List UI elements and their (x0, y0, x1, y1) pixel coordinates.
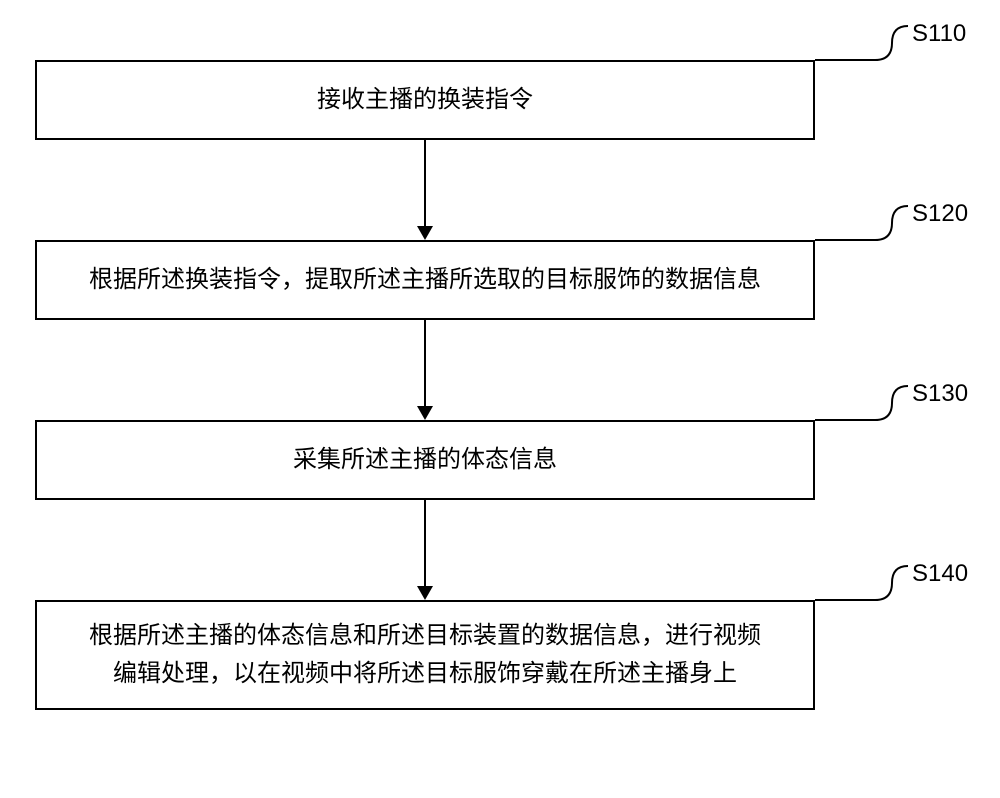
connector-s110 (815, 20, 910, 64)
flowchart-canvas: 接收主播的换装指令 S110 根据所述换装指令，提取所述主播所选取的目标服饰的数… (0, 0, 1000, 798)
step-text: 采集所述主播的体态信息 (293, 441, 557, 479)
arrow-line (424, 320, 426, 406)
connector-s120 (815, 200, 910, 244)
step-text: 根据所述换装指令，提取所述主播所选取的目标服饰的数据信息 (89, 261, 761, 299)
step-box-s140: 根据所述主播的体态信息和所述目标装置的数据信息，进行视频 编辑处理，以在视频中将… (35, 600, 815, 710)
step-box-s110: 接收主播的换装指令 (35, 60, 815, 140)
connector-s140 (815, 560, 910, 604)
arrow-line (424, 500, 426, 586)
step-text-multiline: 根据所述主播的体态信息和所述目标装置的数据信息，进行视频 编辑处理，以在视频中将… (89, 617, 761, 694)
step-label-s130: S130 (912, 380, 968, 408)
step-label-s120: S120 (912, 200, 968, 228)
arrow-line (424, 140, 426, 226)
step-text: 接收主播的换装指令 (317, 81, 533, 119)
step-label-s140: S140 (912, 560, 968, 588)
step-box-s130: 采集所述主播的体态信息 (35, 420, 815, 500)
connector-s130 (815, 380, 910, 424)
arrow-head (417, 406, 433, 420)
arrow-head (417, 586, 433, 600)
step-box-s120: 根据所述换装指令，提取所述主播所选取的目标服饰的数据信息 (35, 240, 815, 320)
step-label-s110: S110 (912, 20, 966, 48)
arrow-head (417, 226, 433, 240)
